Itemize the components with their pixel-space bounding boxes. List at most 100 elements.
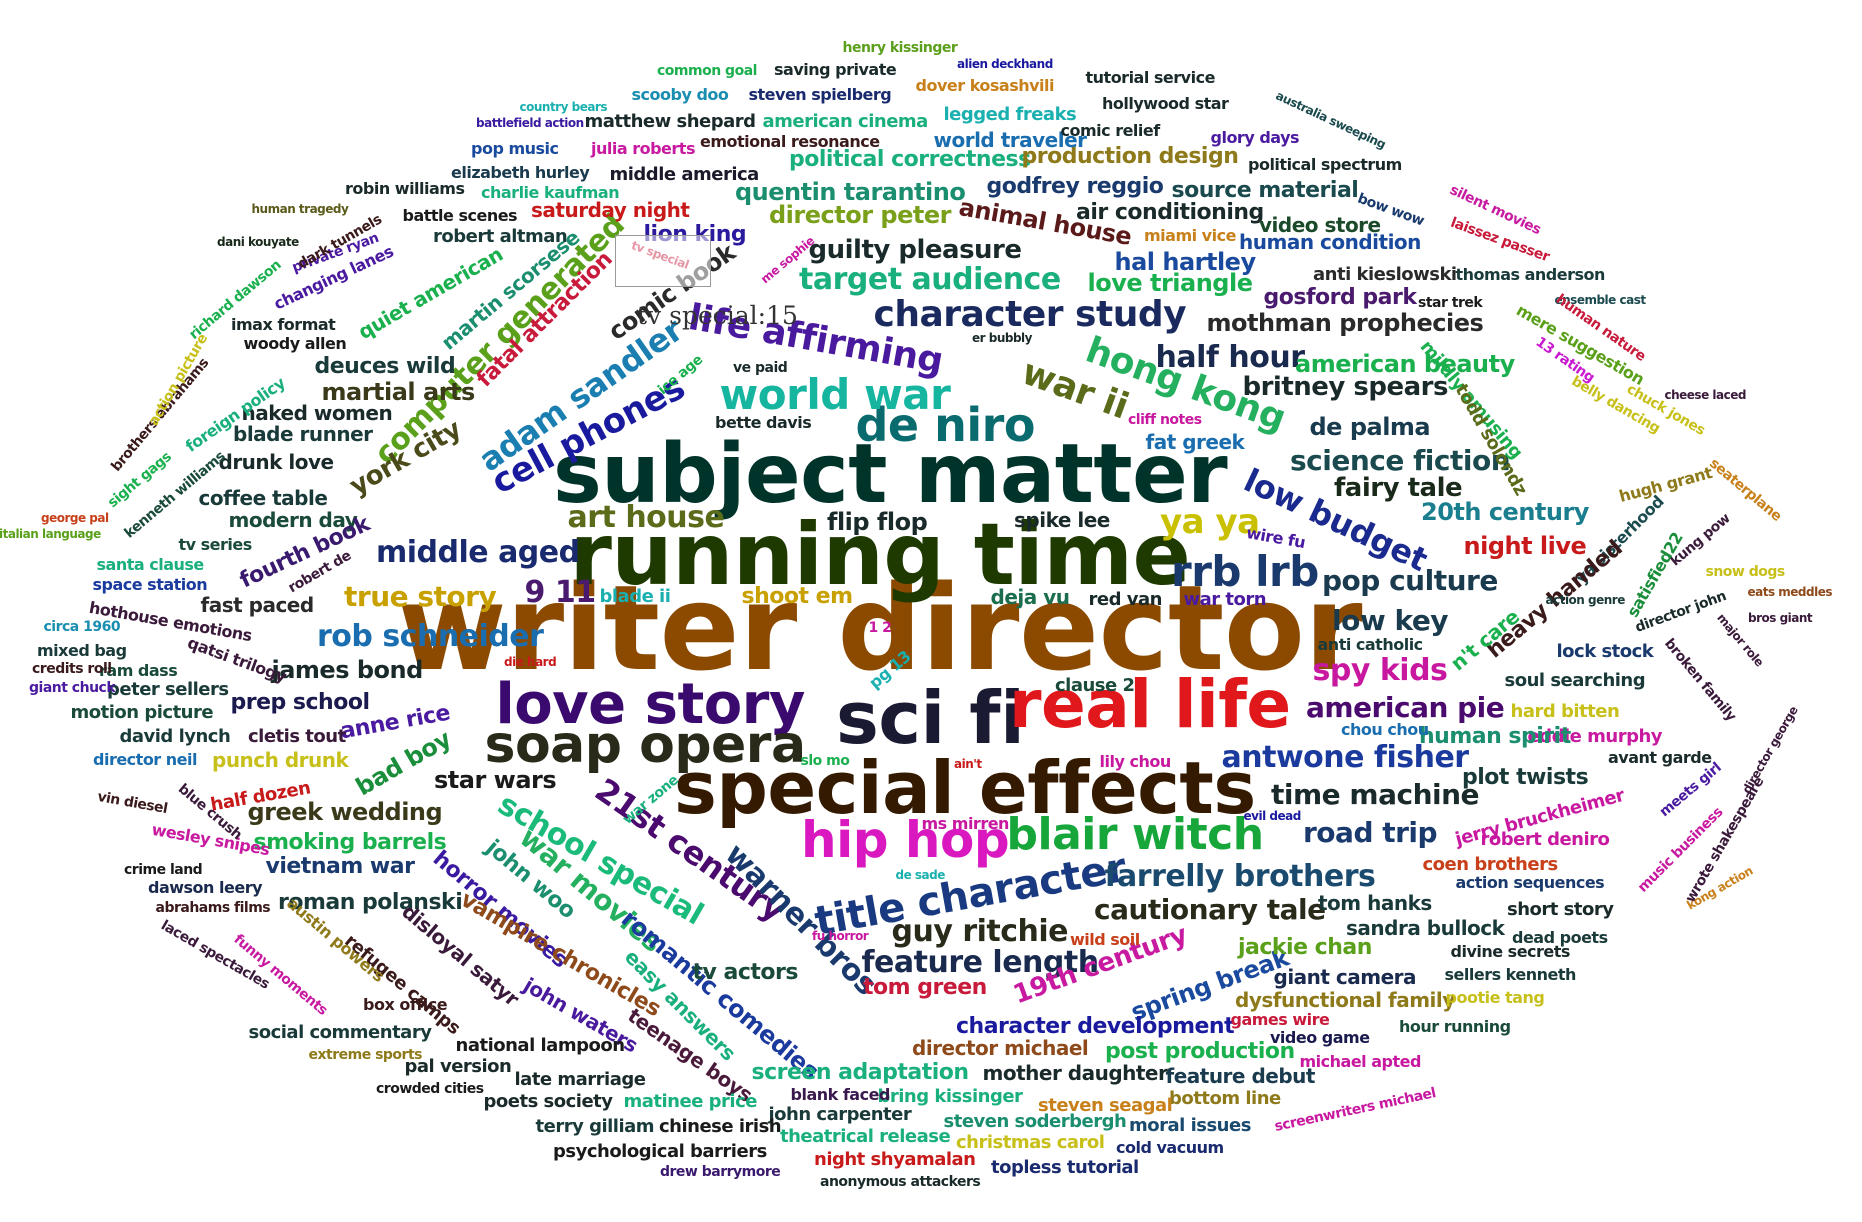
word-ram-dass[interactable]: ram dass: [99, 661, 178, 680]
word-motion-picture[interactable]: motion picture: [70, 702, 214, 723]
word-american-pie[interactable]: american pie: [1306, 691, 1505, 724]
word-action-picture[interactable]: action picture: [145, 331, 211, 429]
word-italian-language[interactable]: italian language: [0, 527, 101, 541]
word-mother-daughter[interactable]: mother daughter: [982, 1061, 1168, 1085]
word-source-material[interactable]: source material: [1171, 178, 1359, 203]
word-robert-deniro[interactable]: robert deniro: [1480, 829, 1610, 850]
word-human-spirit[interactable]: human spirit: [1419, 724, 1571, 749]
word-drew-barrymore[interactable]: drew barrymore: [660, 1164, 781, 1180]
word-divine-secrets[interactable]: divine secrets: [1450, 942, 1571, 961]
word-gosford-park[interactable]: gosford park: [1263, 285, 1417, 310]
word-hal-hartley[interactable]: hal hartley: [1114, 248, 1257, 276]
word-games-wire[interactable]: games wire: [1230, 1010, 1330, 1029]
word-director-michael[interactable]: director michael: [912, 1036, 1089, 1060]
word-robin-williams[interactable]: robin williams: [345, 179, 465, 198]
word-cold-vacuum[interactable]: cold vacuum: [1116, 1138, 1224, 1157]
word-feature-length[interactable]: feature length: [861, 945, 1100, 980]
word-saturday-night[interactable]: saturday night: [531, 198, 690, 222]
word-art-house[interactable]: art house: [567, 500, 725, 535]
word-middle-aged[interactable]: middle aged: [376, 535, 580, 570]
word-fu-horror[interactable]: fu horror: [812, 929, 869, 943]
word-9-11[interactable]: 9 11: [524, 575, 597, 610]
word-crowded-cities[interactable]: crowded cities: [376, 1081, 484, 1097]
word-clause-2[interactable]: clause 2: [1055, 675, 1135, 696]
word-charlie-kaufman[interactable]: charlie kaufman: [481, 183, 620, 202]
word-punch-drunk[interactable]: punch drunk: [212, 748, 349, 772]
word-road-trip[interactable]: road trip: [1303, 816, 1438, 849]
word-tom-green[interactable]: tom green: [863, 975, 987, 1000]
word-matthew-shepard[interactable]: matthew shepard: [584, 111, 757, 132]
word-human-tragedy[interactable]: human tragedy: [251, 202, 349, 216]
word-lock-stock[interactable]: lock stock: [1556, 641, 1654, 662]
word-mixed-bag[interactable]: mixed bag: [37, 641, 127, 660]
word-country-bears[interactable]: country bears: [519, 100, 608, 114]
word-lily-chou[interactable]: lily chou: [1099, 752, 1172, 771]
word-psychological-barriers[interactable]: psychological barriers: [553, 1141, 767, 1162]
word-mothman-prophecies[interactable]: mothman prophecies: [1206, 309, 1484, 337]
word-hollywood-star[interactable]: hollywood star: [1102, 94, 1229, 113]
word-giant-chuck[interactable]: giant chuck: [29, 680, 116, 696]
word-action-genre[interactable]: action genre: [1545, 593, 1626, 607]
word-20th-century[interactable]: 20th century: [1421, 498, 1589, 526]
word-bottom-line[interactable]: bottom line: [1169, 1088, 1281, 1109]
word-broken-family[interactable]: broken family: [1661, 635, 1740, 725]
word-human-condition[interactable]: human condition: [1239, 230, 1421, 254]
word-1-2[interactable]: 1 2: [868, 620, 892, 636]
word-ain-t[interactable]: ain't: [954, 757, 982, 771]
word-action-sequences[interactable]: action sequences: [1455, 873, 1605, 892]
word-red-van[interactable]: red van: [1088, 589, 1163, 610]
word-john-carpenter[interactable]: john carpenter: [768, 1104, 912, 1125]
word-vietnam-war[interactable]: vietnam war: [265, 854, 415, 879]
word-wesley-snipes[interactable]: wesley snipes: [149, 819, 271, 860]
word-matinee-price[interactable]: matinee price: [623, 1091, 758, 1112]
word-ve-paid[interactable]: ve paid: [733, 360, 788, 376]
word-world-war[interactable]: world war: [719, 370, 951, 419]
word-terry-gilliam[interactable]: terry gilliam: [535, 1116, 655, 1137]
word-miami-vice[interactable]: miami vice: [1144, 226, 1236, 245]
word-real-life[interactable]: real life: [1009, 666, 1291, 743]
word-character-development[interactable]: character development: [956, 1014, 1235, 1039]
word-dani-kouyate[interactable]: dani kouyate: [217, 235, 299, 249]
word-cautionary-tale[interactable]: cautionary tale: [1094, 893, 1326, 926]
word-video-game[interactable]: video game: [1270, 1028, 1370, 1047]
word-space-station[interactable]: space station: [92, 575, 208, 594]
word-pop-culture[interactable]: pop culture: [1322, 564, 1498, 597]
word-video-store[interactable]: video store: [1259, 213, 1381, 237]
word-godfrey-reggio[interactable]: godfrey reggio: [986, 174, 1164, 199]
word-snow-dogs[interactable]: snow dogs: [1705, 564, 1786, 580]
word-anti-catholic[interactable]: anti catholic: [1317, 635, 1424, 654]
word-blair-witch[interactable]: blair witch: [1006, 809, 1265, 860]
word-star-wars[interactable]: star wars: [434, 766, 557, 794]
word-prep-school[interactable]: prep school: [230, 690, 371, 715]
word-abrahams-films[interactable]: abrahams films: [155, 900, 271, 916]
word-american-beauty[interactable]: american beauty: [1295, 350, 1515, 378]
word-running-time[interactable]: running time: [569, 505, 1191, 605]
word-deuces-wild[interactable]: deuces wild: [314, 354, 456, 379]
word-credits-roll[interactable]: credits roll: [32, 661, 112, 677]
word-battle-scenes[interactable]: battle scenes: [402, 206, 518, 225]
word-spy-kids[interactable]: spy kids: [1312, 653, 1448, 688]
word-feature-debut[interactable]: feature debut: [1165, 1064, 1316, 1088]
word-dead-poets[interactable]: dead poets: [1512, 928, 1608, 947]
word-woody-allen[interactable]: woody allen: [243, 334, 347, 353]
word-time-machine[interactable]: time machine: [1271, 778, 1480, 811]
word-production-design[interactable]: production design: [1021, 144, 1239, 169]
word-roman-polanski[interactable]: roman polanski: [278, 890, 463, 915]
word-shoot-em[interactable]: shoot em: [741, 584, 854, 609]
word-henry-kissinger[interactable]: henry kissinger: [842, 40, 958, 56]
word-rob-schneider[interactable]: rob schneider: [317, 619, 544, 654]
word-imax-format[interactable]: imax format: [231, 315, 336, 334]
word-special-effects[interactable]: special effects: [674, 746, 1256, 830]
word-steven-soderbergh[interactable]: steven soderbergh: [943, 1111, 1127, 1132]
word-modern-day[interactable]: modern day: [228, 508, 358, 532]
word-topless-tutorial[interactable]: topless tutorial: [991, 1157, 1139, 1178]
word-true-story[interactable]: true story: [344, 580, 497, 613]
word-soul-searching[interactable]: soul searching: [1504, 670, 1646, 691]
word-screen-adaptation[interactable]: screen adaptation: [751, 1060, 970, 1085]
word-moral-issues[interactable]: moral issues: [1129, 1115, 1251, 1136]
word-de-sade[interactable]: de sade: [895, 868, 946, 882]
word-anti-kieslowski[interactable]: anti kieslowski: [1313, 264, 1457, 285]
word-cletis-tout[interactable]: cletis tout: [248, 726, 346, 747]
word-tv-series[interactable]: tv series: [178, 535, 253, 554]
word-blade-runner[interactable]: blade runner: [233, 422, 373, 446]
